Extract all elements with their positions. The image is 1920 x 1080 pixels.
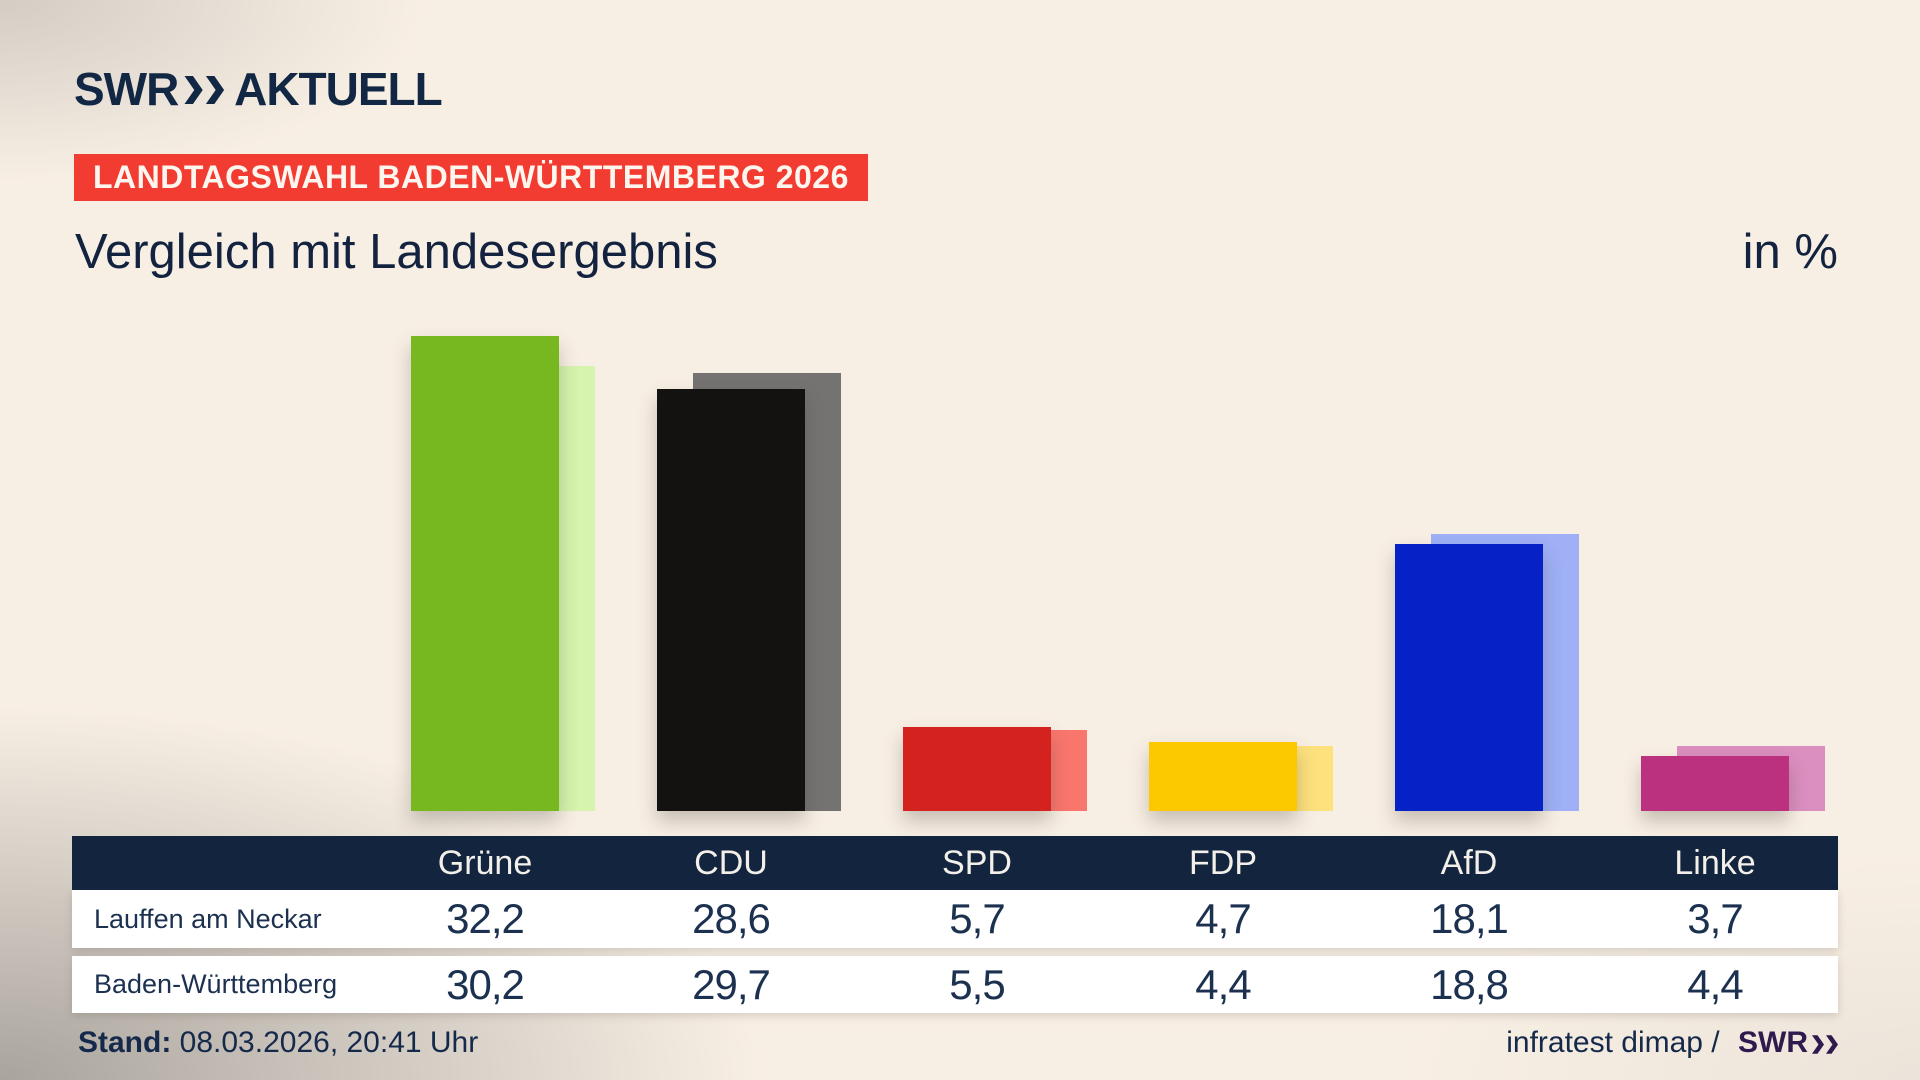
title-row: Vergleich mit Landesergebnis in %: [75, 224, 1838, 280]
table-cell-value: 4,4: [1687, 960, 1743, 1008]
table-cell-value: 29,7: [692, 960, 771, 1008]
table-header-party: Grüne: [437, 843, 533, 882]
page-title: Vergleich mit Landesergebnis: [75, 225, 718, 279]
swr-double-chevron-icon: [184, 75, 225, 105]
swr-aktuell-logo: SWR AKTUELL: [74, 62, 443, 116]
bar-local-spd: [903, 727, 1051, 811]
table-cell-value: 32,2: [446, 895, 525, 942]
stand-label: Stand:: [78, 1026, 172, 1059]
aktuell-logo-text: AKTUELL: [234, 63, 443, 115]
table-row-state: Baden-Württemberg 30,2 29,7 5,5 4,4 18,8 4,4: [72, 956, 1838, 1013]
swr-double-chevron-icon: [1812, 1035, 1838, 1054]
election-badge: LANDTAGSWAHL BADEN-WÜRTTEMBERG 2026: [74, 154, 868, 201]
chevron-right-icon: [1812, 1035, 1824, 1054]
row-label: Lauffen am Neckar: [94, 903, 322, 934]
table-cell-value: 5,7: [949, 895, 1005, 942]
table-cell-value: 18,1: [1430, 895, 1509, 942]
bar-local-fdp: [1149, 742, 1297, 811]
bar-local-linke: [1641, 756, 1789, 811]
source-attribution: infratest dimap / SWR: [1506, 1026, 1838, 1060]
table-cell-value: 4,7: [1195, 895, 1251, 942]
footer: Stand: 08.03.2026, 20:41 Uhr infratest d…: [78, 1026, 1838, 1060]
chevron-right-icon: [1826, 1035, 1838, 1054]
stand-timestamp: Stand: 08.03.2026, 20:41 Uhr: [78, 1026, 478, 1060]
bar-local-afd: [1395, 544, 1543, 811]
source-text: infratest dimap /: [1506, 1026, 1720, 1059]
table-row-local: Lauffen am Neckar 32,2 28,6 5,7 4,7 18,1 3,7: [72, 890, 1838, 948]
unit-label: in %: [1742, 225, 1838, 279]
stand-value: 08.03.2026, 20:41 Uhr: [179, 1026, 479, 1059]
table-cell-value: 18,8: [1430, 960, 1509, 1008]
table-cell-value: 5,5: [949, 960, 1005, 1008]
bar-local-gruene: [411, 336, 559, 811]
table-header-row: Grüne CDU SPD FDP AfD Linke: [72, 836, 1838, 890]
swr-logo-text: SWR: [74, 63, 179, 115]
table-header-party: SPD: [942, 843, 1012, 882]
table-header-party: Linke: [1674, 843, 1756, 882]
table-header-party: FDP: [1189, 843, 1257, 882]
swr-source-logo: SWR: [1738, 1026, 1838, 1060]
table-header-party: CDU: [694, 843, 768, 882]
table-cell-value: 3,7: [1687, 895, 1743, 942]
table-header-party: AfD: [1440, 843, 1498, 882]
swr-source-logo-text: SWR: [1738, 1026, 1808, 1059]
results-table: Grüne CDU SPD FDP AfD Linke Lauffen am Neckar 3…: [72, 836, 1838, 1013]
table-cell-value: 4,4: [1195, 960, 1251, 1008]
row-label: Baden-Württemberg: [94, 969, 338, 999]
table-cell-value: 28,6: [692, 895, 771, 942]
table-cell-value: 30,2: [446, 960, 525, 1008]
bar-local-cdu: [657, 389, 805, 811]
